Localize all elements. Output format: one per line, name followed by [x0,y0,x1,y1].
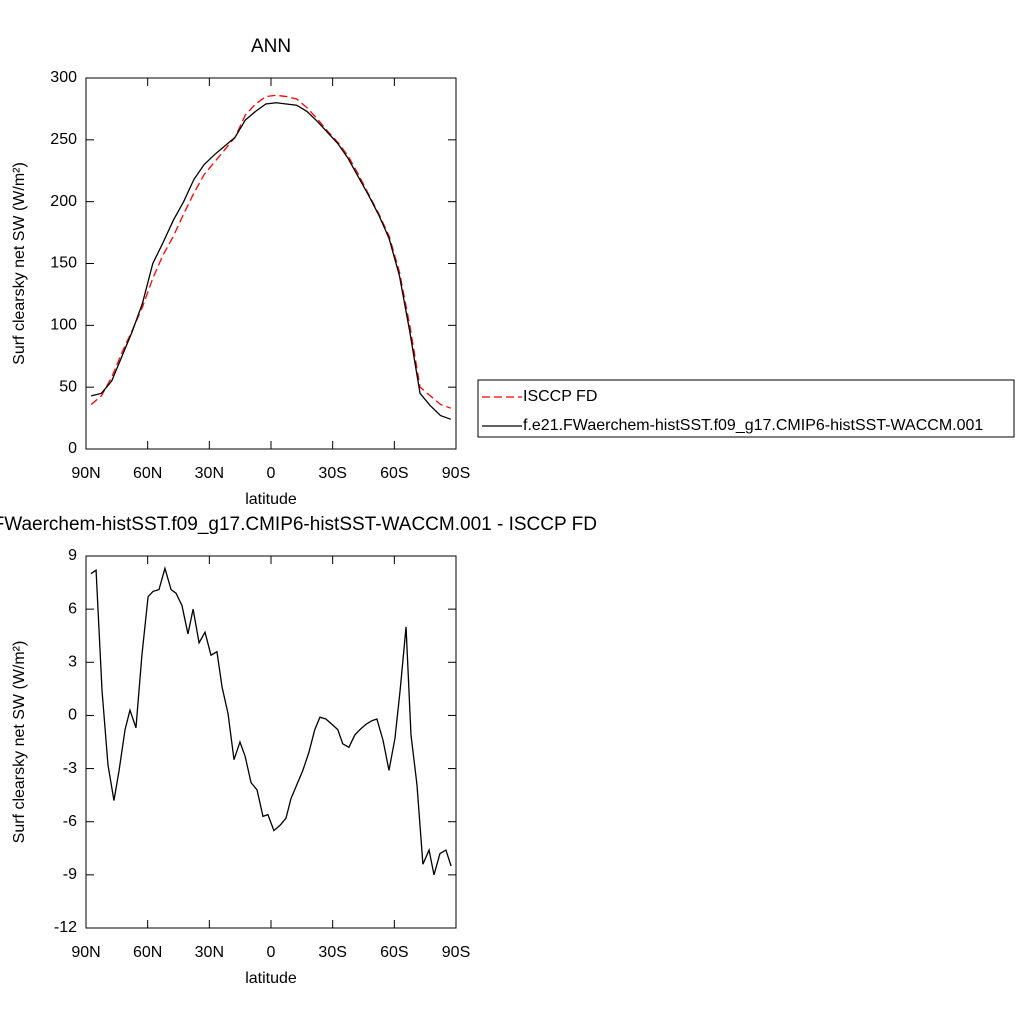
x-tick-label: 0 [267,465,276,482]
chart-title: f.e21.FWaerchem-histSST.f09_g17.CMIP6-hi… [0,514,597,535]
y-tick-label: -3 [63,760,77,777]
x-axis-label: latitude [245,491,297,508]
plot-frame [85,555,457,929]
x-tick-label: 30N [195,465,224,482]
x-tick-label: 60N [133,944,162,961]
legend-label: f.e21.FWaerchem-histSST.f09_g17.CMIP6-hi… [523,417,983,434]
data-line [90,102,452,420]
x-tick-label: 60S [380,944,408,961]
y-tick-label: 250 [50,131,77,148]
x-tick-label: 30N [195,944,224,961]
y-tick-label: 9 [68,547,77,564]
legend-box [477,379,1015,438]
y-tick-label: 0 [68,707,77,724]
y-tick-label: 100 [50,317,77,334]
x-tick-label: 60S [380,465,408,482]
y-axis-label: Surf clearsky net SW (W/m²) [11,162,28,365]
x-tick-label: 90S [442,944,470,961]
x-tick-label: 60N [133,465,162,482]
y-tick-label: 50 [59,378,77,395]
y-tick-label: 3 [68,654,77,671]
plot-frame [85,77,457,450]
y-tick-label: -9 [63,866,77,883]
y-tick-label: 300 [50,69,77,86]
x-tick-label: 90N [71,944,100,961]
legend-label: ISCCP FD [523,388,597,405]
y-tick-label: -6 [63,813,77,830]
data-line [90,566,452,876]
x-tick-label: 0 [267,944,276,961]
x-tick-label: 90N [71,465,100,482]
x-tick-label: 30S [318,465,346,482]
y-tick-label: 150 [50,255,77,272]
chart-title: ANN [251,36,291,57]
y-tick-label: -12 [54,919,77,936]
x-tick-label: 30S [318,944,346,961]
y-tick-label: 0 [68,440,77,457]
y-tick-label: 6 [68,600,77,617]
data-line [90,94,452,409]
y-tick-label: 200 [50,193,77,210]
x-tick-label: 90S [442,465,470,482]
y-axis-label: Surf clearsky net SW (W/m²) [11,641,28,844]
x-axis-label: latitude [245,970,297,987]
